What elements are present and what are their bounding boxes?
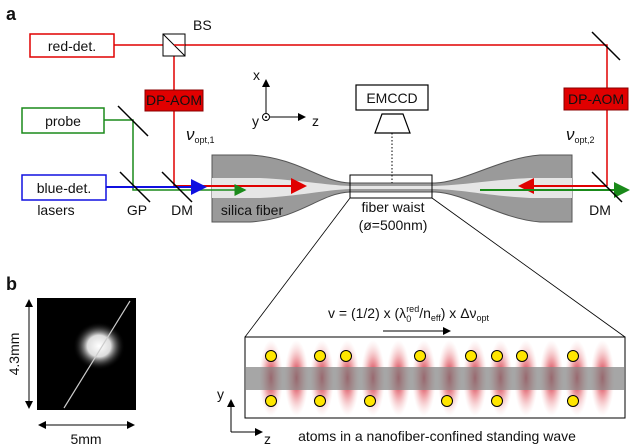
label: GP: [127, 202, 147, 218]
atom: [266, 396, 277, 407]
atom: [315, 351, 326, 362]
red-det-label: red-det.: [48, 38, 96, 54]
label: silica fiber: [221, 202, 284, 218]
axis-label: x: [253, 67, 260, 83]
nanofiber: [246, 367, 624, 390]
atom: [568, 396, 579, 407]
panel-label: b: [6, 274, 17, 294]
label: fiber waist: [361, 199, 424, 215]
axis-label: y: [252, 113, 259, 129]
aom-label: DP-AOM: [568, 91, 624, 107]
atom: [341, 351, 352, 362]
dimension-label: 4.3mm: [6, 333, 22, 376]
subscript: opt,2: [575, 135, 595, 145]
axis-label: y: [217, 386, 224, 402]
axis-label: z: [312, 113, 319, 129]
formula-part: ) x Δν: [441, 305, 477, 321]
probe-label: probe: [45, 113, 81, 129]
formula-sub: eff: [431, 313, 441, 323]
subscript: opt,1: [195, 135, 215, 145]
atom-cloud: [73, 322, 125, 370]
frequency-label: νopt,2: [566, 125, 595, 145]
camera-lens: [375, 114, 410, 133]
formula-sub: opt: [477, 313, 490, 323]
atom: [266, 351, 277, 362]
label: (ø=500nm): [359, 217, 428, 233]
formula-sub: 0: [406, 314, 411, 324]
blue-det-label: blue-det.: [37, 180, 91, 196]
label: DM: [589, 202, 611, 218]
atom: [315, 396, 326, 407]
frequency-label: νopt,1: [186, 125, 215, 145]
fiber-core: [212, 178, 572, 198]
atom: [492, 351, 503, 362]
aom-label: DP-AOM: [146, 92, 202, 108]
atom: [517, 351, 528, 362]
atom: [492, 396, 503, 407]
atom: [466, 351, 477, 362]
dimension-label: 5mm: [70, 431, 101, 447]
atom: [365, 396, 376, 407]
formula-part: /n: [419, 305, 431, 321]
caption: atoms in a nanofiber-confined standing w…: [298, 428, 576, 444]
camera-label: EMCCD: [366, 90, 417, 106]
formula-part: v = (1/2) x (λ: [328, 305, 406, 321]
panel-label: a: [6, 4, 17, 24]
atom: [568, 351, 579, 362]
axis-out-dot: [265, 116, 267, 118]
axis-label: z: [264, 431, 271, 447]
figure: a BS red-det. probe blue-det. DP-AOM DP-…: [0, 0, 630, 448]
formula-sup: red: [406, 304, 419, 314]
label: lasers: [37, 202, 74, 218]
mirror: [592, 32, 620, 60]
atom: [442, 396, 453, 407]
atom: [415, 351, 426, 362]
bs-label: BS: [193, 17, 212, 33]
label: DM: [171, 202, 193, 218]
